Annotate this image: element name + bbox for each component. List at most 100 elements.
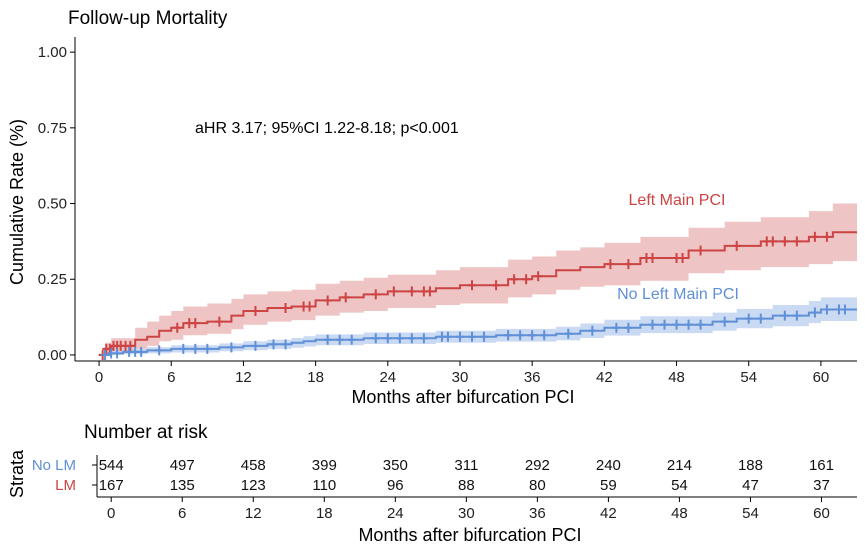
x-tick-label: 48 [668,369,685,386]
censor-mark-no-left-main [155,345,164,356]
censor-mark-no-left-main [696,319,705,330]
censor-mark-no-left-main [648,319,657,330]
censor-mark-left-main [281,303,290,314]
censor-mark-no-left-main [407,333,416,344]
censor-mark-no-left-main [528,330,537,341]
y-tick-label: 0.00 [38,347,67,364]
censor-mark-left-main [678,253,687,264]
risk-table-x-tick-label: 30 [458,505,475,522]
censor-mark-no-left-main [101,349,110,360]
censor-mark-no-left-main [269,339,278,350]
risk-table-x-tick-label: 24 [387,505,404,522]
risk-table-x-tick-label: 0 [107,505,115,522]
confidence-band-left-main [99,203,858,355]
number-at-risk-table: Number at risk Strata Months after bifur… [7,422,857,545]
censor-mark-no-left-main [455,331,464,342]
censor-mark-left-main [534,271,543,282]
at-risk-count: 311 [454,457,478,474]
risk-table-x-tick-label: 18 [316,505,333,522]
censor-mark-no-left-main [443,331,452,342]
censor-mark-no-left-main [468,331,477,342]
at-risk-count: 54 [671,477,688,494]
censor-mark-no-left-main [480,331,489,342]
censor-mark-no-left-main [179,343,188,354]
censor-mark-no-left-main [383,333,392,344]
censor-mark-left-main [425,286,434,297]
censor-mark-no-left-main [564,328,573,339]
confidence-band-no-left-main [99,297,858,355]
at-risk-count: 37 [813,477,830,494]
risk-table-x-tick-label: 42 [600,505,617,522]
censor-mark-left-main [126,340,135,351]
hazard-ratio-annotation: aHR 3.17; 95%CI 1.22-8.18; p<0.001 [195,120,459,137]
at-risk-count: 59 [600,477,617,494]
at-risk-count: 497 [170,457,195,474]
censor-mark-left-main [522,274,531,285]
x-tick-label: 0 [95,369,103,386]
risk-table-x-tick-label: 54 [742,505,759,522]
censor-mark-left-main [323,295,332,306]
at-risk-count: 47 [742,477,759,494]
series-label-no-left-main: No Left Main PCI [617,286,739,303]
censor-mark-no-left-main [347,334,356,345]
at-risk-count: 188 [738,457,763,474]
censor-mark-left-main [822,231,831,242]
censor-mark-left-main [215,316,224,327]
censor-mark-no-left-main [588,325,597,336]
strata-label: LM [55,477,76,494]
censor-mark-no-left-main [251,340,260,351]
censor-mark-left-main [341,292,350,303]
censor-mark-no-left-main [810,307,819,318]
censor-mark-no-left-main [395,333,404,344]
x-tick-label: 30 [452,369,469,386]
censor-mark-no-left-main [137,346,146,357]
censor-mark-no-left-main [504,330,513,341]
km-curve-left-main [99,231,857,356]
x-tick-label: 12 [235,369,252,386]
y-tick-label: 0.25 [38,271,67,288]
risk-table-x-tick-label: 12 [245,505,262,522]
censor-mark-no-left-main [720,316,729,327]
x-tick-label: 24 [379,369,396,386]
censor-mark-no-left-main [822,304,831,315]
censor-mark-left-main [768,236,777,247]
censor-mark-left-main [173,322,182,333]
censor-mark-no-left-main [744,313,753,324]
censor-mark-no-left-main [323,334,332,345]
censor-mark-no-left-main [113,348,122,359]
censor-mark-no-left-main [792,310,801,321]
censor-mark-left-main [624,259,633,270]
risk-table-x-tick-label: 6 [178,505,186,522]
y-tick-label: 0.75 [38,120,67,137]
at-risk-count: 167 [99,477,124,494]
censor-mark-left-main [792,236,801,247]
censor-mark-left-main [648,253,657,264]
at-risk-count: 544 [99,457,124,474]
censor-mark-left-main [251,306,260,317]
censor-mark-left-main [389,286,398,297]
x-axis-label: Months after bifurcation PCI [351,387,574,407]
x-tick-label: 42 [596,369,613,386]
y-tick-label: 0.50 [38,196,67,213]
censor-mark-left-main [371,289,380,300]
at-risk-count: 135 [170,477,195,494]
censor-mark-left-main [732,240,741,251]
at-risk-count: 96 [387,477,404,494]
y-tick-label: 1.00 [38,44,67,61]
at-risk-count: 80 [529,477,546,494]
censor-mark-no-left-main [516,330,525,341]
x-tick-label: 6 [167,369,175,386]
censor-mark-no-left-main [684,319,693,330]
risk-table-x-tick-label: 60 [813,505,830,522]
risk-table-title: Number at risk [84,422,208,443]
censor-mark-left-main [780,236,789,247]
risk-table-x-tick-label: 48 [671,505,688,522]
censor-mark-left-main [606,259,615,270]
chart-title: Follow-up Mortality [68,8,228,29]
strata-label: No LM [32,457,76,474]
censor-mark-no-left-main [540,330,549,341]
censor-mark-no-left-main [756,313,765,324]
x-tick-label: 60 [813,369,830,386]
censor-mark-left-main [305,301,314,312]
at-risk-count: 88 [458,477,475,494]
